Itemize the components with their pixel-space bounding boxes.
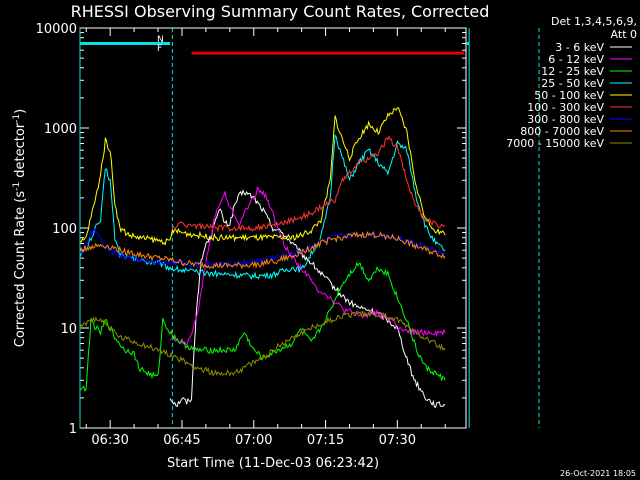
series-line-2 bbox=[79, 261, 446, 393]
legend-entry-label: 50 - 100 keV bbox=[534, 89, 604, 102]
y-axis-label-sup1: -1 bbox=[12, 182, 22, 191]
legend-entry-label: 12 - 25 keV bbox=[541, 65, 604, 78]
chart-title: RHESSI Observing Summary Count Rates, Co… bbox=[71, 2, 490, 21]
y-tick-label: 1 bbox=[69, 422, 77, 437]
series-lines bbox=[79, 107, 446, 409]
y-tick-labels: 1 10 100 1000 10000 bbox=[36, 22, 77, 437]
y-axis-label-part3: ) bbox=[13, 109, 28, 114]
y-tick-label: 1000 bbox=[44, 122, 77, 137]
x-tick-labels: 06:30 06:45 07:00 07:15 07:30 bbox=[91, 433, 416, 448]
series-line-5 bbox=[172, 135, 446, 233]
y-axis-label: Corrected Count Rate (s-1 detector-1) bbox=[12, 109, 28, 347]
y-axis-label-part1: Corrected Count Rate (s bbox=[13, 191, 28, 348]
y-axis-label-sup2: -1 bbox=[12, 114, 22, 123]
x-tick-label: 06:45 bbox=[163, 433, 200, 448]
series-line-4 bbox=[79, 107, 446, 246]
x-axis-label: Start Time (11-Dec-03 06:23:42) bbox=[167, 456, 379, 471]
axis-ticks bbox=[80, 27, 466, 429]
legend-entry-label: 300 - 800 keV bbox=[527, 113, 604, 126]
night-flag-label: N bbox=[157, 35, 164, 45]
observing-flags: NF bbox=[80, 35, 470, 55]
vertical-markers bbox=[79, 28, 540, 428]
legend-entry-label: 7000 - 15000 keV bbox=[506, 137, 604, 150]
y-tick-label: 100 bbox=[52, 222, 77, 237]
legend-entry-label: 6 - 12 keV bbox=[548, 53, 604, 66]
flare-flag-label: F bbox=[157, 44, 162, 54]
y-tick-label: 10000 bbox=[36, 22, 77, 37]
x-tick-label: 07:15 bbox=[307, 433, 344, 448]
timestamp: 26-Oct-2021 18:05 bbox=[560, 469, 636, 478]
legend-entry-label: 3 - 6 keV bbox=[555, 41, 604, 54]
legend-entry-label: 800 - 7000 keV bbox=[520, 125, 604, 138]
series-line-1 bbox=[169, 186, 446, 348]
legend-entry-label: 25 - 50 keV bbox=[541, 77, 604, 90]
legend-header-attenuator: Att 0 bbox=[611, 28, 637, 41]
x-tick-label: 07:00 bbox=[235, 433, 272, 448]
x-tick-label: 07:30 bbox=[379, 433, 416, 448]
series-line-7 bbox=[79, 230, 446, 270]
y-tick-label: 10 bbox=[60, 322, 77, 337]
x-tick-label: 06:30 bbox=[91, 433, 128, 448]
legend-header-detectors: Det 1,3,4,5,6,9, bbox=[551, 15, 637, 28]
legend-entry-label: 100 - 300 keV bbox=[527, 101, 604, 114]
series-line-3 bbox=[79, 133, 446, 280]
series-line-8 bbox=[79, 310, 446, 377]
y-axis-label-part2: detector bbox=[13, 122, 28, 182]
